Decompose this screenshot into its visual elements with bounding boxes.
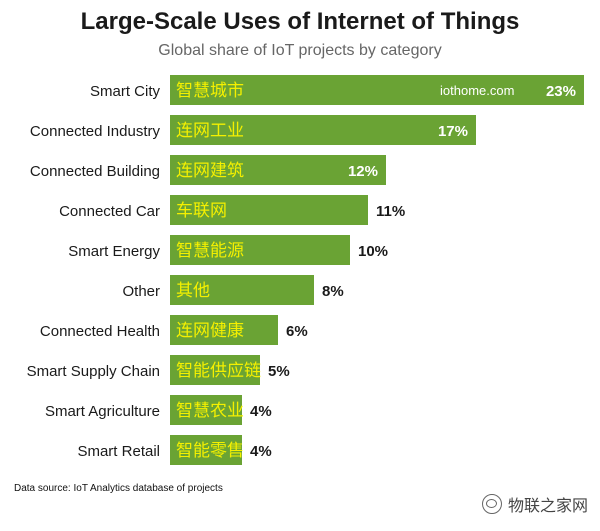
category-label: Connected Building: [30, 163, 160, 180]
category-label: Other: [122, 283, 160, 300]
value-label: 5%: [268, 363, 290, 380]
bar-label-cn: 智慧能源: [176, 241, 244, 261]
bar-label-cn: 连网建筑: [176, 161, 244, 181]
bar-label-cn: 车联网: [176, 201, 227, 221]
category-label: Smart Supply Chain: [27, 363, 160, 380]
bar: [170, 115, 476, 145]
category-label: Connected Car: [59, 203, 160, 220]
bar: [170, 75, 584, 105]
bar: [170, 315, 278, 345]
bar-label-cn: 连网健康: [176, 321, 244, 341]
value-label: 23%: [546, 83, 576, 100]
bar-label-cn: 智能供应链: [176, 361, 261, 381]
bar: [170, 355, 260, 385]
value-label: 4%: [250, 443, 272, 460]
chart-title: Large-Scale Uses of Internet of Things: [80, 8, 520, 35]
category-label: Connected Industry: [30, 123, 161, 140]
value-label: 10%: [358, 243, 388, 260]
bar-label-cn: 智慧农业: [176, 401, 244, 421]
value-label: 8%: [322, 283, 344, 300]
wechat-icon: [482, 494, 502, 514]
bar-label-cn: 连网工业: [176, 121, 244, 141]
value-label: 17%: [438, 123, 468, 140]
chart-subtitle: Global share of IoT projects by category: [158, 42, 442, 59]
bar-label-cn: 其他: [176, 281, 210, 301]
data-source-note: Data source: IoT Analytics database of p…: [14, 483, 223, 494]
bar: [170, 435, 242, 465]
category-label: Smart Energy: [68, 243, 160, 260]
bar: [170, 275, 314, 305]
value-label: 4%: [250, 403, 272, 420]
watermark-text: 物联之家网: [508, 498, 589, 515]
category-label: Smart Retail: [77, 443, 160, 460]
watermark: 物联之家网: [482, 492, 588, 516]
bar-label-cn: 智慧城市: [176, 81, 244, 101]
category-label: Connected Health: [40, 323, 160, 340]
bar: [170, 195, 368, 225]
value-label: 11%: [376, 203, 405, 220]
bar-label-cn: 智能零售: [176, 441, 244, 461]
bar: [170, 235, 350, 265]
bar: [170, 395, 242, 425]
category-label: Smart Agriculture: [45, 403, 160, 420]
bar-watermark: iothome.com: [440, 83, 514, 98]
category-label: Smart City: [90, 83, 161, 100]
value-label: 12%: [348, 163, 378, 180]
bar: [170, 155, 386, 185]
value-label: 6%: [286, 323, 308, 340]
